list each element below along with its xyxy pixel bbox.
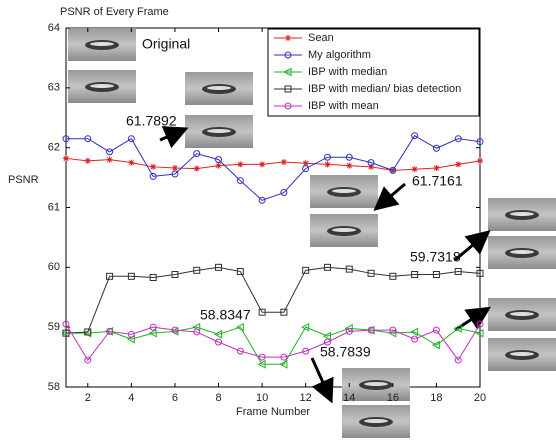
face bbox=[488, 298, 556, 331]
face bbox=[185, 115, 253, 148]
x-axis-label: Frame Number bbox=[236, 406, 310, 418]
y-tick-label: 64 bbox=[48, 22, 60, 34]
face bbox=[342, 405, 410, 438]
point bbox=[346, 163, 352, 169]
point bbox=[85, 158, 91, 164]
point bbox=[237, 161, 243, 167]
point bbox=[324, 161, 330, 167]
point bbox=[477, 158, 483, 164]
face-teeth bbox=[207, 129, 231, 133]
legend-label: IBP with mean bbox=[308, 100, 379, 112]
x-tick-label: 18 bbox=[430, 392, 442, 404]
face bbox=[488, 198, 556, 231]
face bbox=[488, 236, 556, 269]
x-tick-label: 20 bbox=[474, 392, 486, 404]
legend-label: IBP with median/ bias detection bbox=[308, 83, 461, 95]
x-tick-label: 8 bbox=[215, 392, 221, 404]
face bbox=[68, 28, 136, 61]
point bbox=[172, 165, 178, 171]
face-teeth bbox=[510, 212, 534, 216]
point bbox=[128, 160, 134, 166]
y-tick-label: 62 bbox=[48, 142, 60, 154]
face-teeth bbox=[332, 228, 356, 232]
point bbox=[150, 164, 156, 170]
y-tick-label: 61 bbox=[48, 201, 60, 213]
point bbox=[216, 163, 222, 169]
face-teeth bbox=[364, 419, 388, 423]
y-tick-label: 59 bbox=[48, 321, 60, 333]
legend-label: Sean bbox=[308, 32, 334, 44]
face-teeth bbox=[207, 86, 231, 90]
face bbox=[68, 70, 136, 103]
legend: Sean My algorithm IBP with median IBP with … bbox=[268, 29, 479, 116]
legend-label: IBP with median bbox=[308, 66, 387, 78]
point bbox=[412, 166, 418, 172]
x-tick-label: 6 bbox=[172, 392, 178, 404]
legend-label: My algorithm bbox=[308, 49, 371, 61]
point bbox=[63, 155, 69, 161]
point bbox=[194, 166, 200, 172]
point bbox=[107, 157, 113, 163]
face-teeth bbox=[364, 382, 388, 386]
face-teeth bbox=[510, 312, 534, 316]
chart-title: PSNR of Every Frame bbox=[60, 6, 169, 18]
x-tick-label: 10 bbox=[256, 392, 268, 404]
y-axis-label: PSNR bbox=[8, 174, 39, 186]
annotation: 59.7318 bbox=[410, 249, 461, 265]
x-tick-label: 14 bbox=[343, 392, 355, 404]
legend-marker bbox=[285, 35, 291, 41]
x-tick-label: 12 bbox=[300, 392, 312, 404]
face-teeth bbox=[90, 84, 114, 88]
y-tick-label: 58 bbox=[48, 381, 60, 393]
annotation: 58.8347 bbox=[200, 307, 251, 323]
point bbox=[433, 165, 439, 171]
point bbox=[455, 161, 461, 167]
annotation: 61.7161 bbox=[412, 173, 463, 189]
face-teeth bbox=[510, 250, 534, 254]
x-tick-label: 2 bbox=[85, 392, 91, 404]
face-teeth bbox=[510, 352, 534, 356]
annotation: 61.7892 bbox=[126, 113, 177, 129]
face bbox=[310, 175, 378, 208]
y-tick-label: 60 bbox=[48, 261, 60, 273]
x-tick-label: 16 bbox=[387, 392, 399, 404]
face-teeth bbox=[90, 42, 114, 46]
page: PSNR of Every Frame PSNR Frame Number 58… bbox=[0, 0, 556, 441]
face bbox=[488, 338, 556, 371]
annotation: 58.7839 bbox=[320, 344, 371, 360]
y-tick-label: 63 bbox=[48, 82, 60, 94]
chart: PSNR of Every Frame PSNR Frame Number 58… bbox=[0, 0, 556, 441]
face bbox=[185, 72, 253, 105]
face bbox=[310, 214, 378, 247]
annotation: Original bbox=[142, 36, 190, 52]
point bbox=[259, 161, 265, 167]
point bbox=[281, 159, 287, 165]
x-tick-label: 4 bbox=[128, 392, 134, 404]
face-teeth bbox=[332, 189, 356, 193]
